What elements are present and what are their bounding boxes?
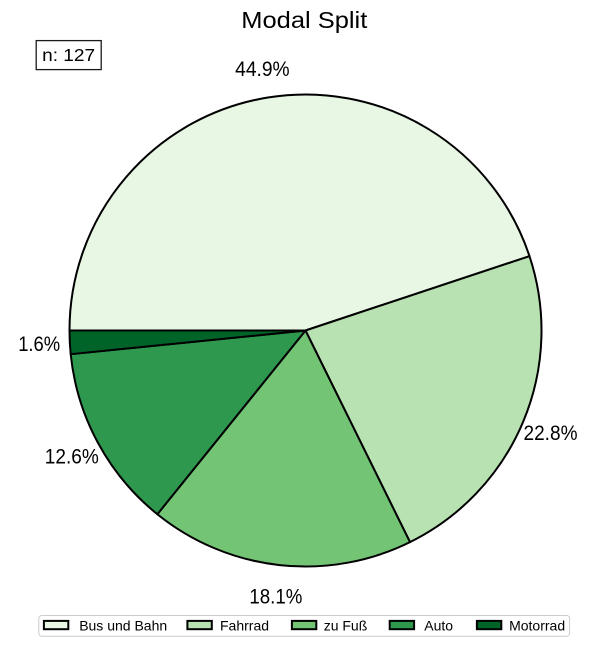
svg-text:n: 127: n: 127 xyxy=(42,45,95,65)
svg-text:zu Fuß: zu Fuß xyxy=(324,617,368,633)
svg-text:44.9%: 44.9% xyxy=(235,58,290,81)
svg-text:1.6%: 1.6% xyxy=(18,333,60,356)
svg-text:Motorrad: Motorrad xyxy=(509,617,565,633)
svg-text:22.8%: 22.8% xyxy=(524,422,578,445)
svg-text:18.1%: 18.1% xyxy=(249,585,302,608)
svg-text:12.6%: 12.6% xyxy=(45,446,99,469)
svg-text:Fahrrad: Fahrrad xyxy=(220,617,269,633)
svg-text:Modal Split: Modal Split xyxy=(241,7,368,33)
svg-text:Bus und Bahn: Bus und Bahn xyxy=(79,617,167,633)
svg-text:Auto: Auto xyxy=(424,617,453,633)
